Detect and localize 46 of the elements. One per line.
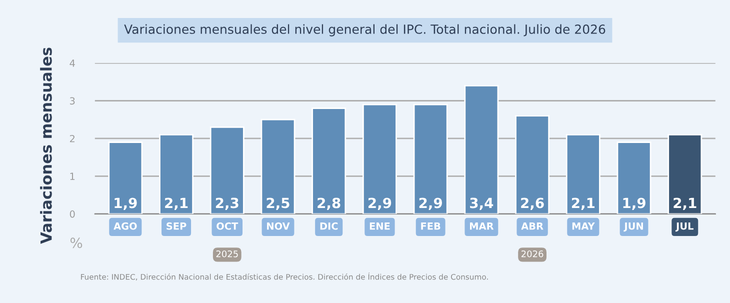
bar (210, 126, 244, 214)
x-tick-label: JUN (624, 222, 643, 232)
data-label: 1,9 (623, 198, 646, 210)
bar (616, 142, 652, 214)
data-label: 2,1 (572, 198, 595, 210)
x-tick-label: OCT (216, 222, 238, 230)
data-label: 2,9 (368, 198, 392, 210)
x-tick-label: AGO (114, 222, 137, 230)
y-tick-label: 0 (70, 210, 75, 218)
x-tick-label: SEP (166, 222, 186, 230)
text: % (70, 238, 82, 248)
y-tick-label: 4 (70, 60, 75, 67)
bar (362, 104, 397, 214)
x-tick-label: JUL (675, 222, 694, 232)
x-tick-label: MAY (572, 222, 595, 230)
text: 2026 (521, 250, 544, 258)
x-tick-label: DIC (320, 222, 338, 230)
x-tick-label: FEB (421, 222, 440, 230)
bar (260, 118, 296, 214)
bar (108, 142, 143, 214)
data-label: 2,3 (216, 198, 238, 210)
data-label: 2,5 (266, 198, 290, 210)
data-label: 2,9 (419, 198, 442, 210)
bar (413, 104, 448, 214)
data-label: 1,9 (114, 198, 137, 210)
y-axis-title: Variaciones mensuales (40, 48, 52, 244)
data-label: 3,4 (470, 198, 494, 210)
x-tick-label: MAR (470, 222, 494, 230)
y-tick-label: 1 (70, 172, 75, 180)
data-label: 2,8 (318, 198, 340, 210)
data-label: 2,1 (165, 198, 188, 210)
data-label: 2,6 (521, 198, 544, 210)
data-label: 2,1 (674, 198, 696, 210)
text: 2025 (216, 250, 238, 258)
x-tick-label: NOV (267, 222, 290, 230)
chart-title: Variaciones mensuales del nivel general del IPC. Total nacional. Julio de 2026 (124, 24, 606, 36)
bar (159, 134, 194, 214)
bar (668, 134, 702, 214)
x-tick-label: ABR (521, 222, 544, 230)
y-tick-label: 2 (70, 134, 74, 142)
bar (515, 115, 550, 214)
y-tick-label: 3 (70, 97, 75, 105)
x-tick-label: ENE (370, 222, 390, 230)
bar (464, 84, 499, 214)
bar (312, 108, 346, 214)
bar (566, 134, 600, 214)
